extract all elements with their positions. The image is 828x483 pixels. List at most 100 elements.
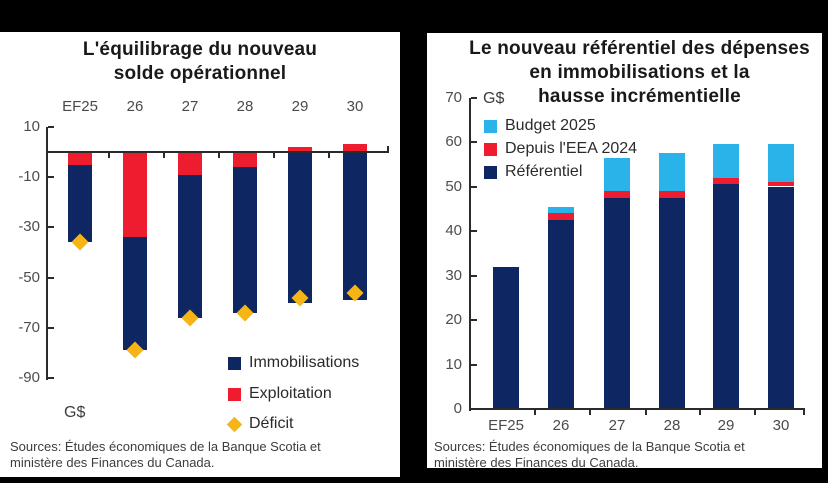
legend-item-immobilisations: Immobilisations (228, 354, 359, 372)
y-axis-tick (471, 141, 477, 143)
y-axis-tick (48, 276, 54, 279)
bar-segment-referentiel (768, 186, 794, 409)
y-tick-label: 10 (23, 117, 40, 135)
legend-label: Budget 2025 (505, 117, 596, 134)
source-line: ministère des Finances du Canada. (10, 454, 215, 470)
y-tick-label: 10 (445, 355, 462, 373)
x-axis-tick (753, 410, 756, 415)
left-plot-area: 10 -10 -30 -50 -70 -90 EF25 26 27 28 29 30 (0, 32, 400, 477)
legend-item-budget-2025: Budget 2025 (484, 117, 596, 135)
bar-segment-depuis-l-eea-2024 (548, 213, 574, 220)
bar-segment-immobilisations (233, 167, 257, 313)
x-axis-tick (699, 410, 701, 415)
y-tick-label: 40 (445, 222, 462, 239)
y-tick-label: 20 (445, 311, 462, 328)
bar-segment-immobilisations (343, 152, 367, 301)
x-axis-tick (107, 153, 110, 158)
y-axis-line (46, 126, 48, 380)
x-category-label: 29 (717, 417, 735, 434)
x-axis-tick (803, 410, 805, 415)
y-tick-label: -50 (18, 268, 40, 286)
legend-item-deficit: Déficit (226, 415, 294, 433)
right-plot-area: 0 10 20 30 40 50 60 70 EF25 26 27 28 29 30 (427, 33, 822, 468)
y-tick-label: -90 (18, 368, 40, 386)
legend-label: Immobilisations (249, 354, 360, 371)
legend-item-referentiel: Référentiel (484, 163, 582, 181)
x-category-label: 28 (663, 417, 681, 434)
bar-segment-exploitation (233, 152, 257, 168)
left-title-line-2: solde opérationnel (113, 63, 287, 84)
y-tick-label: 0 (453, 400, 462, 417)
right-title-line-3: hausse incrémentielle (538, 86, 741, 107)
x-axis-tick (533, 410, 536, 415)
x-axis-tick (217, 153, 220, 158)
x-category-label: EF25 (488, 417, 524, 434)
y-tick-label: 70 (445, 88, 462, 106)
y-axis-tick (48, 326, 54, 329)
y-tick-label: 50 (445, 177, 462, 195)
legend-label: Déficit (249, 415, 294, 432)
bar-segment-depuis-l-eea-2024 (659, 190, 685, 198)
right-unit-label: G$ (483, 90, 505, 107)
right-title-line-2: en immobilisations et la (529, 62, 750, 83)
bar-segment-exploitation (68, 152, 92, 165)
bar-segment-exploitation (178, 152, 202, 175)
y-tick-label: 60 (445, 133, 462, 150)
x-category-label: 26 (552, 417, 570, 434)
left-chart-title: L'équilibrage du nouveau solde opération… (10, 38, 390, 86)
y-axis-tick (48, 376, 54, 379)
y-axis-tick (48, 226, 54, 229)
bar-segment-exploitation (288, 146, 312, 152)
left-unit-label: G$ (64, 404, 86, 421)
legend-label: Exploitation (249, 385, 332, 402)
x-axis-tick (272, 153, 275, 158)
y-axis-tick (471, 363, 477, 366)
right-sources: Sources: Études économiques de la Banque… (434, 439, 745, 470)
x-axis-line (469, 408, 805, 410)
x-category-label: 26 (126, 98, 144, 115)
y-axis-tick (471, 274, 477, 277)
bar-segment-referentiel (659, 197, 685, 409)
bar-segment-budget-2025 (604, 157, 630, 191)
y-axis-line (469, 97, 471, 411)
bar-segment-depuis-l-eea-2024 (604, 190, 630, 198)
y-axis-tick (48, 125, 54, 128)
y-axis-tick (48, 176, 54, 179)
source-line: Sources: Études économiques de la Banque… (10, 439, 321, 454)
y-tick-label: -10 (18, 168, 40, 186)
source-line: Sources: Études économiques de la Banque… (434, 439, 745, 454)
bar-segment-budget-2025 (548, 206, 574, 214)
x-category-label: 30 (772, 417, 790, 434)
bar-segment-referentiel (604, 197, 630, 409)
bar-segment-depuis-l-eea-2024 (768, 182, 794, 187)
bar-segment-budget-2025 (659, 153, 685, 191)
deficit-diamond-icon (226, 416, 243, 432)
y-axis-tick (471, 185, 477, 188)
x-axis-tick (327, 153, 330, 158)
y-tick-label: -70 (18, 318, 40, 336)
bar-segment-budget-2025 (768, 144, 794, 183)
x-category-label: 29 (291, 98, 309, 115)
immobilisations-swatch-icon (228, 356, 241, 370)
left-sources: Sources: Études économiques de la Banque… (10, 439, 321, 470)
x-category-label: 30 (346, 98, 364, 115)
bar-segment-exploitation (343, 144, 367, 152)
bar-segment-referentiel (713, 184, 739, 409)
x-category-label: EF25 (62, 98, 98, 115)
right-chart-panel: Le nouveau référentiel des dépenses en i… (427, 33, 822, 470)
bar-segment-exploitation (123, 152, 147, 238)
y-axis-tick (471, 319, 477, 321)
x-category-label: 28 (236, 98, 254, 115)
bar-segment-immobilisations (288, 152, 312, 303)
x-axis-line (46, 151, 389, 153)
bar-segment-referentiel (548, 219, 574, 409)
legend-item-depuis-eea-2024: Depuis l'EEA 2024 (484, 140, 637, 158)
source-line: ministère des Finances du Canada. (434, 454, 639, 470)
legend-label: Depuis l'EEA 2024 (505, 140, 638, 157)
referentiel-swatch-icon (484, 165, 497, 179)
x-axis-tick (162, 153, 165, 158)
budget-2025-swatch-icon (484, 119, 497, 133)
bar-segment-immobilisations (178, 174, 202, 318)
left-chart-panel: L'équilibrage du nouveau solde opération… (0, 32, 400, 477)
